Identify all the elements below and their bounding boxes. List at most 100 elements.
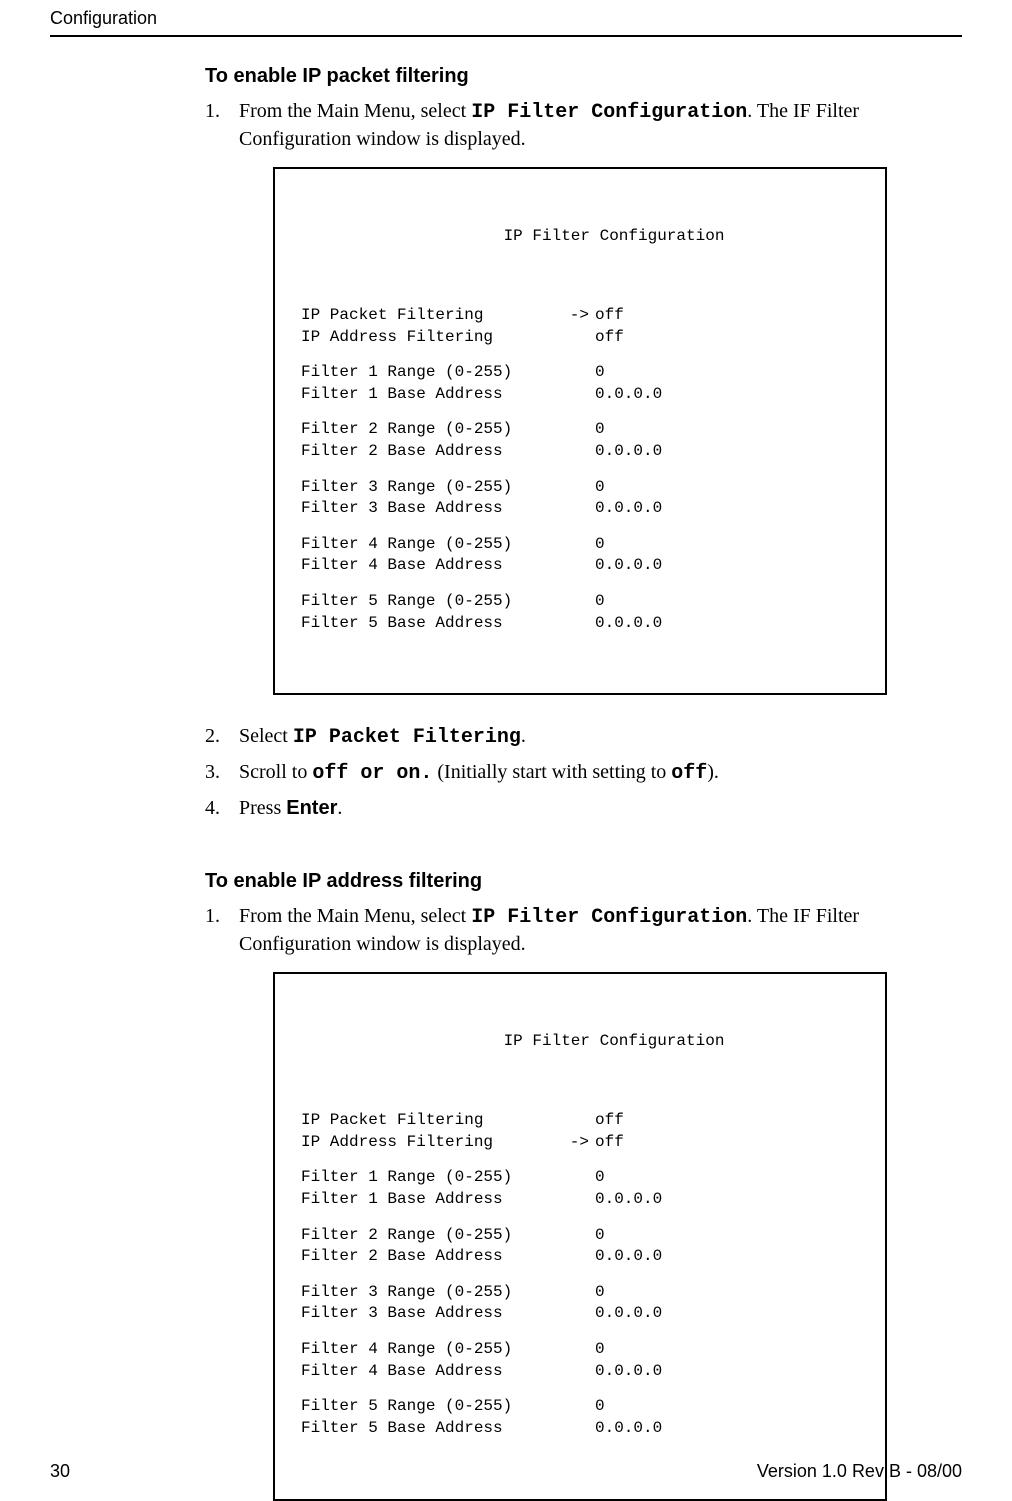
- terminal-gap: [301, 405, 867, 419]
- cursor-arrow: [561, 591, 595, 613]
- terminal-field-label: Filter 3 Range (0-255): [301, 1282, 561, 1304]
- terminal-row: Filter 5 Range (0-255)0: [301, 591, 867, 613]
- terminal-field-label: Filter 5 Base Address: [301, 1418, 561, 1440]
- content-area: To enable IP packet filtering From the M…: [205, 65, 887, 1501]
- header-rule: [50, 35, 962, 37]
- terminal-field-value: 0: [595, 1225, 867, 1247]
- terminal-field-value: 0: [595, 591, 867, 613]
- step-1: From the Main Menu, select IP Filter Con…: [205, 903, 887, 1500]
- terminal-row: Filter 4 Base Address0.0.0.0: [301, 555, 867, 577]
- terminal-gap: [301, 1325, 867, 1339]
- terminal-field-label: IP Address Filtering: [301, 1132, 561, 1154]
- terminal-row: Filter 3 Range (0-255) 0: [301, 1282, 867, 1304]
- terminal-row: Filter 3 Base Address0.0.0.0: [301, 498, 867, 520]
- value-on: on.: [396, 762, 432, 785]
- cursor-arrow: [561, 534, 595, 556]
- running-header: Configuration: [50, 0, 962, 35]
- terminal-field-value: 0.0.0.0: [595, 613, 867, 635]
- section-title-packet: To enable IP packet filtering: [205, 65, 887, 88]
- cursor-arrow: [561, 1189, 595, 1211]
- cursor-arrow: [561, 613, 595, 635]
- terminal-field-label: Filter 3 Base Address: [301, 498, 561, 520]
- terminal-row: IP Address Filtering->off: [301, 1132, 867, 1154]
- step-text: From the Main Menu, select: [239, 905, 471, 927]
- terminal-title: IP Filter Configuration: [301, 1031, 867, 1053]
- terminal-row: Filter 5 Base Address0.0.0.0: [301, 613, 867, 635]
- cursor-arrow: [561, 1246, 595, 1268]
- cursor-arrow: [561, 384, 595, 406]
- steps-packet: From the Main Menu, select IP Filter Con…: [205, 98, 887, 822]
- terminal-field-value: 0: [595, 1339, 867, 1361]
- step-text: (Initially start with setting to: [432, 761, 671, 783]
- step-1: From the Main Menu, select IP Filter Con…: [205, 98, 887, 695]
- terminal-row: Filter 1 Range (0-255)0: [301, 362, 867, 384]
- step-text: Select: [239, 725, 293, 747]
- terminal-field-value: 0: [595, 1396, 867, 1418]
- terminal-row: Filter 2 Base Address0.0.0.0: [301, 441, 867, 463]
- terminal-field-label: IP Address Filtering: [301, 327, 561, 349]
- terminal-field-label: Filter 4 Base Address: [301, 1361, 561, 1383]
- value-off: off: [312, 762, 348, 785]
- section-title-address: To enable IP address filtering: [205, 870, 887, 893]
- terminal-field-value: 0.0.0.0: [595, 1418, 867, 1440]
- cursor-arrow: [561, 1282, 595, 1304]
- terminal-field-value: 0: [595, 477, 867, 499]
- step-text: ).: [707, 761, 719, 783]
- terminal-field-label: Filter 2 Base Address: [301, 441, 561, 463]
- step-text: .: [337, 797, 342, 819]
- terminal-field-label: IP Packet Filtering: [301, 1110, 561, 1132]
- cursor-arrow: [561, 1167, 595, 1189]
- terminal-field-value: 0: [595, 1282, 867, 1304]
- terminal-row: Filter 3 Base Address0.0.0.0: [301, 1303, 867, 1325]
- terminal-field-value: 0: [595, 419, 867, 441]
- terminal-field-value: 0: [595, 362, 867, 384]
- step-3: Scroll to off or on. (Initially start wi…: [205, 759, 887, 787]
- terminal-field-label: Filter 3 Range (0-255): [301, 477, 561, 499]
- cursor-arrow: [561, 477, 595, 499]
- terminal-field-label: Filter 1 Base Address: [301, 384, 561, 406]
- terminal-row: IP Address Filtering off: [301, 327, 867, 349]
- terminal-row: Filter 4 Range (0-255) 0: [301, 1339, 867, 1361]
- menu-item-ip-filter-config: IP Filter Configuration: [471, 101, 747, 124]
- terminal-field-label: Filter 4 Range (0-255): [301, 1339, 561, 1361]
- terminal-body: IP Packet Filtering->offIP Address Filte…: [301, 305, 867, 634]
- terminal-field-value: 0: [595, 1167, 867, 1189]
- step-text: .: [521, 725, 526, 747]
- terminal-field-label: Filter 2 Range (0-255): [301, 1225, 561, 1247]
- terminal-row: Filter 5 Base Address 0.0.0.0: [301, 1418, 867, 1440]
- terminal-field-value: off: [595, 1132, 867, 1154]
- step-text: From the Main Menu, select: [239, 100, 471, 122]
- option-ip-packet-filtering: IP Packet Filtering: [293, 726, 521, 749]
- cursor-arrow: ->: [561, 305, 595, 327]
- terminal-gap: [301, 1211, 867, 1225]
- terminal-row: Filter 4 Base Address0.0.0.0: [301, 1361, 867, 1383]
- terminal-row: Filter 4 Range (0-255)0: [301, 534, 867, 556]
- cursor-arrow: ->: [561, 1132, 595, 1154]
- terminal-field-value: off: [595, 327, 867, 349]
- terminal-row: Filter 1 Base Address0.0.0.0: [301, 384, 867, 406]
- terminal-row: Filter 5 Range (0-255)0: [301, 1396, 867, 1418]
- terminal-field-value: 0.0.0.0: [595, 1246, 867, 1268]
- terminal-body: IP Packet FilteringoffIP Address Filteri…: [301, 1110, 867, 1439]
- step-2: Select IP Packet Filtering.: [205, 723, 887, 751]
- page-footer: 30 Version 1.0 Rev B - 08/00: [50, 1461, 962, 1482]
- cursor-arrow: [561, 1418, 595, 1440]
- terminal-field-label: Filter 1 Base Address: [301, 1189, 561, 1211]
- terminal-title: IP Filter Configuration: [301, 226, 867, 248]
- cursor-arrow: [561, 1303, 595, 1325]
- cursor-arrow: [561, 498, 595, 520]
- terminal-gap: [301, 348, 867, 362]
- terminal-gap: [301, 463, 867, 477]
- cursor-arrow: [561, 362, 595, 384]
- terminal-field-value: 0: [595, 534, 867, 556]
- terminal-field-value: off: [595, 305, 867, 327]
- terminal-gap: [301, 520, 867, 534]
- terminal-field-value: 0.0.0.0: [595, 555, 867, 577]
- terminal-field-value: 0.0.0.0: [595, 1303, 867, 1325]
- terminal-field-value: 0.0.0.0: [595, 1189, 867, 1211]
- cursor-arrow: [561, 1110, 595, 1132]
- key-enter: Enter: [286, 797, 337, 819]
- cursor-arrow: [561, 1339, 595, 1361]
- step-text: or: [348, 762, 396, 785]
- step-4: Press Enter.: [205, 795, 887, 822]
